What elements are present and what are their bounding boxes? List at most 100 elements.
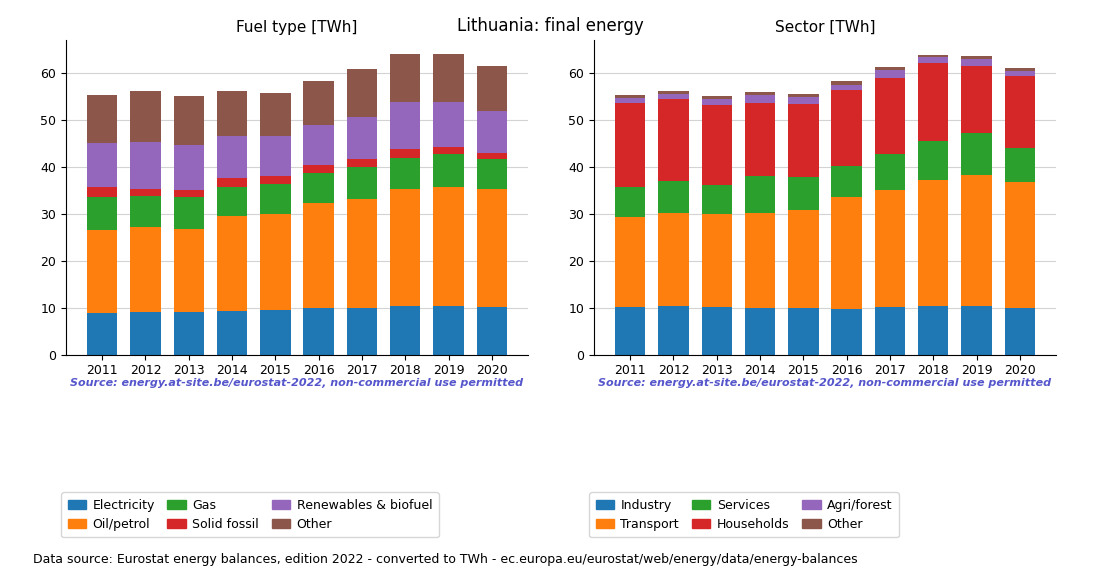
Bar <box>304 125 333 165</box>
Bar <box>476 66 507 112</box>
Bar <box>918 180 948 306</box>
Bar <box>346 198 377 308</box>
Bar <box>390 158 420 189</box>
Bar <box>390 149 420 158</box>
Bar <box>217 136 248 178</box>
Bar <box>745 308 776 355</box>
Bar <box>702 105 732 185</box>
Bar <box>87 94 118 143</box>
Bar <box>658 306 689 355</box>
Bar <box>217 186 248 216</box>
Bar <box>918 57 948 62</box>
Bar <box>433 154 464 186</box>
Bar <box>87 186 118 197</box>
Bar <box>304 165 333 173</box>
Bar <box>174 229 204 312</box>
Bar <box>433 306 464 355</box>
Bar <box>832 90 861 166</box>
Bar <box>832 166 861 197</box>
Bar <box>261 136 290 176</box>
Bar <box>615 188 646 217</box>
Bar <box>961 306 992 355</box>
Bar <box>476 153 507 159</box>
Bar <box>615 217 646 307</box>
Bar <box>745 96 776 103</box>
Text: Data source: Eurostat energy balances, edition 2022 - converted to TWh - ec.euro: Data source: Eurostat energy balances, e… <box>33 553 858 566</box>
Bar <box>615 307 646 355</box>
Bar <box>658 181 689 213</box>
Title: Fuel type [TWh]: Fuel type [TWh] <box>236 19 358 35</box>
Bar <box>304 173 333 203</box>
Bar <box>390 306 420 355</box>
Bar <box>874 67 905 70</box>
Bar <box>745 213 776 308</box>
Text: Lithuania: final energy: Lithuania: final energy <box>456 17 644 35</box>
Bar <box>261 184 290 214</box>
Bar <box>918 62 948 141</box>
Bar <box>789 94 818 97</box>
Bar <box>390 54 420 102</box>
Bar <box>832 81 861 85</box>
Bar <box>961 175 992 306</box>
Bar <box>87 313 118 355</box>
Bar <box>217 91 248 136</box>
Bar <box>433 102 464 146</box>
Bar <box>346 167 377 198</box>
Bar <box>961 66 992 133</box>
Bar <box>1004 182 1035 308</box>
Bar <box>789 177 818 210</box>
Bar <box>874 78 905 154</box>
Bar <box>130 196 161 228</box>
Bar <box>918 141 948 180</box>
Bar <box>217 216 248 311</box>
Bar <box>174 145 204 190</box>
Bar <box>476 159 507 189</box>
Bar <box>346 308 377 355</box>
Bar <box>87 197 118 230</box>
Bar <box>304 203 333 308</box>
Bar <box>832 197 861 309</box>
Bar <box>87 143 118 186</box>
Bar <box>615 103 646 188</box>
Bar <box>130 312 161 355</box>
Bar <box>130 91 161 142</box>
Bar <box>1004 71 1035 76</box>
Bar <box>702 214 732 307</box>
Bar <box>304 81 333 125</box>
Bar <box>130 228 161 312</box>
Bar <box>658 94 689 99</box>
Bar <box>874 70 905 78</box>
Bar <box>874 154 905 190</box>
Bar <box>390 102 420 149</box>
Bar <box>615 98 646 103</box>
Bar <box>261 93 290 136</box>
Bar <box>1004 67 1035 71</box>
Bar <box>346 160 377 167</box>
Title: Sector [TWh]: Sector [TWh] <box>774 19 876 35</box>
Bar <box>702 307 732 355</box>
Bar <box>130 142 161 189</box>
Bar <box>174 312 204 355</box>
Bar <box>658 99 689 181</box>
Bar <box>789 97 818 104</box>
Bar <box>87 230 118 313</box>
Bar <box>918 54 948 57</box>
Bar <box>874 307 905 355</box>
Bar <box>433 186 464 306</box>
Bar <box>832 309 861 355</box>
Bar <box>304 308 333 355</box>
Bar <box>1004 308 1035 355</box>
Bar <box>476 307 507 355</box>
Bar <box>789 210 818 308</box>
Bar <box>346 69 377 117</box>
Bar <box>261 214 290 310</box>
Bar <box>433 54 464 102</box>
Bar <box>961 57 992 59</box>
Bar <box>789 308 818 355</box>
Bar <box>217 178 248 186</box>
Bar <box>918 306 948 355</box>
Bar <box>658 213 689 306</box>
Bar <box>174 197 204 229</box>
Bar <box>1004 148 1035 182</box>
Bar <box>702 97 732 99</box>
